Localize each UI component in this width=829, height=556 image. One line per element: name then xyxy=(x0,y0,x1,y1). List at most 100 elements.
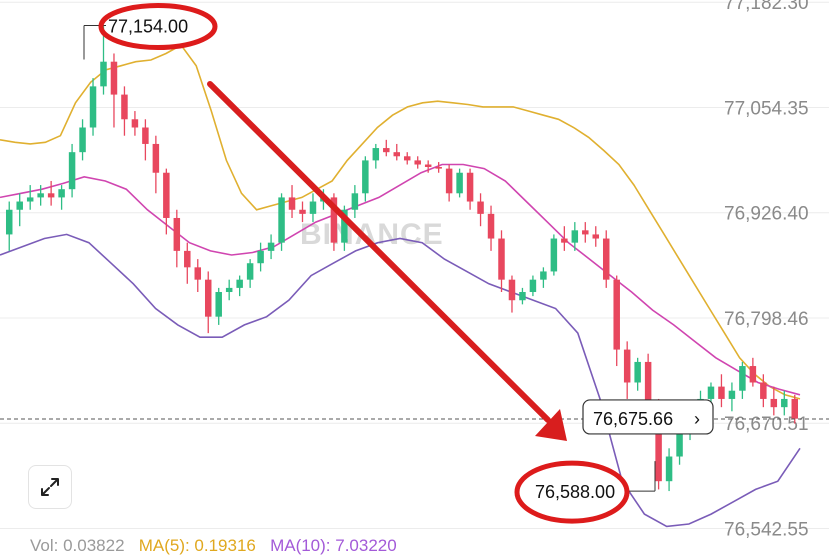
candle-body xyxy=(121,94,128,120)
volume-ma5: MA(5): 0.19316 xyxy=(138,536,256,555)
candle-body xyxy=(131,119,139,128)
high-price-label: 77,154.00 xyxy=(108,16,188,36)
high-price-marker: 77,154.00 xyxy=(83,2,218,60)
candle-body xyxy=(445,168,453,194)
candle-body xyxy=(152,143,160,173)
candle-body xyxy=(16,201,23,210)
candle-body xyxy=(781,398,788,408)
candle-body xyxy=(89,86,97,128)
candle-body xyxy=(58,189,65,198)
candle-body xyxy=(163,172,170,218)
candle-body xyxy=(676,431,683,457)
candle-body xyxy=(225,287,233,293)
candle-body xyxy=(550,238,558,272)
middle-bollinger-band xyxy=(0,163,801,396)
candle-body xyxy=(571,230,579,243)
candle-body xyxy=(393,152,401,157)
candle-body xyxy=(602,238,610,280)
expand-button[interactable] xyxy=(28,465,72,509)
y-axis-tick-label: 77,182.30 xyxy=(724,0,809,14)
candle-body xyxy=(383,148,390,153)
candle-body xyxy=(655,407,662,482)
candle-body xyxy=(204,279,212,317)
candle-body xyxy=(362,160,369,194)
expand-arrows-icon xyxy=(41,478,59,496)
candle-body xyxy=(299,209,306,214)
candle-body xyxy=(26,197,34,202)
chevron-right-icon: › xyxy=(694,409,700,429)
candle-body xyxy=(623,349,631,383)
candle-body xyxy=(278,197,285,243)
candle-body xyxy=(246,263,254,280)
downtrend-arrow xyxy=(207,81,567,441)
volume-strip: Vol: 0.03822 MA(5): 0.19316 MA(10): 7.03… xyxy=(30,536,397,556)
upper-bollinger-band xyxy=(0,44,801,400)
candle-body xyxy=(424,164,432,167)
candle-body xyxy=(592,234,600,239)
candle-body xyxy=(644,361,652,408)
candle-body xyxy=(142,127,149,144)
candle-body xyxy=(351,193,359,210)
candle-body xyxy=(634,361,641,383)
candle-body xyxy=(665,456,673,482)
candle-body xyxy=(288,197,296,210)
low-price-label: 76,588.00 xyxy=(535,482,615,502)
candle-body xyxy=(739,366,746,391)
candle-body xyxy=(236,279,243,288)
candle-body xyxy=(519,292,526,301)
candle-body xyxy=(403,156,411,161)
low-price-circle xyxy=(514,460,630,524)
candle-body xyxy=(613,279,620,350)
candle-body xyxy=(456,172,463,194)
candle-body xyxy=(791,398,799,419)
candles xyxy=(5,25,799,492)
candle-body xyxy=(718,386,725,399)
grid-lines xyxy=(0,1,829,529)
candle-body xyxy=(309,201,317,214)
current-price-tag[interactable]: 76,675.66 › xyxy=(582,399,714,435)
candle-body xyxy=(68,152,76,190)
candle-body xyxy=(435,166,442,169)
candle-body xyxy=(487,213,495,239)
candle-body xyxy=(770,398,778,408)
y-axis-tick-label: 77,054.35 xyxy=(724,98,809,119)
candle-body xyxy=(529,279,537,293)
candle-body xyxy=(414,160,421,165)
candle-body xyxy=(540,271,547,280)
candle-body xyxy=(372,148,380,161)
candle-body xyxy=(330,197,338,243)
candle-body xyxy=(79,127,86,153)
y-axis-labels: 77,182.3077,054.3576,926.4076,798.4676,6… xyxy=(724,0,809,540)
candle-body xyxy=(582,230,589,235)
candle-body xyxy=(749,366,757,383)
candle-body xyxy=(498,238,505,280)
y-axis-tick-label: 76,542.55 xyxy=(724,519,809,540)
current-price-value: 76,675.66 xyxy=(593,409,673,429)
candle-body xyxy=(37,193,44,198)
candle-body xyxy=(341,209,348,243)
lower-bollinger-band xyxy=(0,233,801,528)
candle-body xyxy=(267,242,275,251)
candle-body xyxy=(466,172,474,202)
candle-body xyxy=(5,209,13,235)
y-axis-tick-label: 76,798.46 xyxy=(724,309,809,330)
candle-body xyxy=(47,193,55,198)
y-axis-tick-label: 76,926.40 xyxy=(724,204,809,225)
candle-body xyxy=(194,267,202,280)
candle-body xyxy=(110,61,118,95)
candle-body xyxy=(184,250,191,268)
candle-body xyxy=(760,382,767,399)
candle-body xyxy=(257,250,264,264)
candle-body xyxy=(215,292,222,317)
volume-value: Vol: 0.03822 xyxy=(30,536,125,555)
volume-ma10: MA(10): 7.03220 xyxy=(270,536,397,555)
candle-body xyxy=(561,238,568,243)
candle-body xyxy=(173,217,181,251)
candle-body xyxy=(477,201,484,214)
candle-body xyxy=(508,279,516,301)
candle-body xyxy=(100,61,107,87)
candle-body xyxy=(728,390,736,399)
high-price-circle xyxy=(98,2,218,50)
low-price-marker: 76,588.00 xyxy=(514,460,656,524)
